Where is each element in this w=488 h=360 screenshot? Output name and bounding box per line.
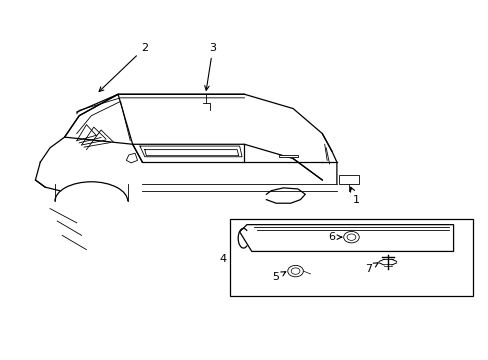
Text: 6: 6 <box>328 232 341 242</box>
Text: 5: 5 <box>272 272 285 282</box>
Circle shape <box>343 231 359 243</box>
Text: 7: 7 <box>364 263 377 274</box>
Circle shape <box>290 268 299 274</box>
Polygon shape <box>278 155 297 157</box>
Text: 4: 4 <box>219 253 226 264</box>
Polygon shape <box>126 153 137 163</box>
Circle shape <box>346 234 355 240</box>
Text: 3: 3 <box>204 43 216 90</box>
Polygon shape <box>239 225 453 251</box>
Bar <box>339 175 358 184</box>
Circle shape <box>287 265 303 277</box>
Bar <box>229 219 472 296</box>
Text: 1: 1 <box>350 187 359 204</box>
Text: 2: 2 <box>99 43 148 91</box>
